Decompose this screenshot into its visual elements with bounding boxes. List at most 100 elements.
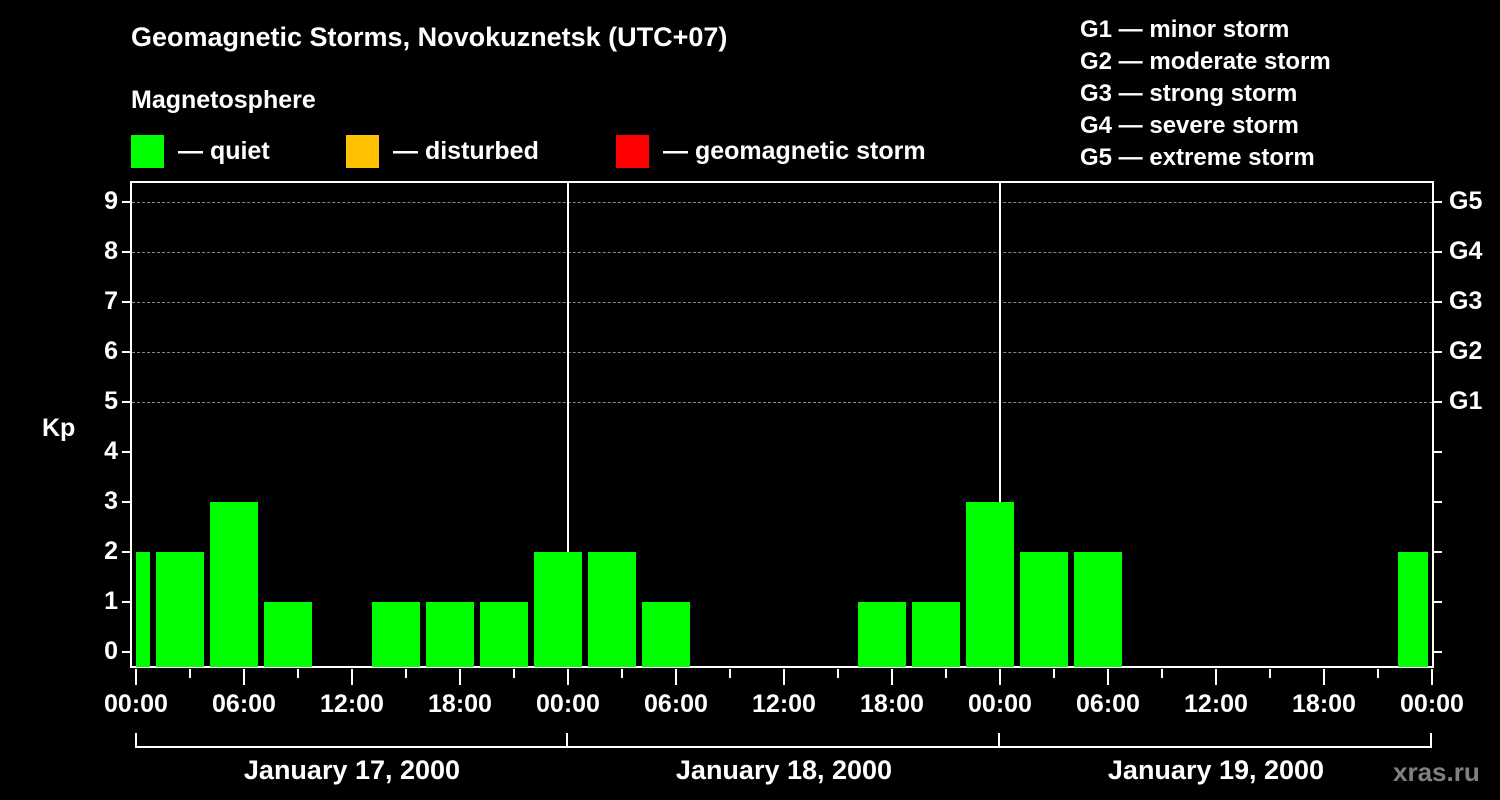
grid-line [132,202,1432,203]
x-tick [1107,669,1109,685]
y-tick [122,251,131,253]
y2-tick [1434,451,1442,453]
y-tick [122,651,131,653]
y2-tick [1434,651,1442,653]
kp-bar [588,552,636,667]
x-tick [297,669,299,678]
y-tick-label: 9 [104,187,118,215]
chart-title: Geomagnetic Storms, Novokuznetsk (UTC+07… [131,22,728,52]
legend-quiet: — quiet [131,134,270,168]
kp-bar [480,602,528,667]
x-tick [1215,669,1217,685]
x-tick [999,669,1001,685]
x-tick [945,669,947,678]
g-scale-legend: G1 — minor storm G2 — moderate storm G3 … [1080,14,1331,174]
kp-bar [372,602,420,667]
x-tick-label: 18:00 [860,690,924,718]
g-axis-label: G5 [1449,187,1483,215]
y2-tick [1434,501,1442,503]
y-tick [122,301,131,303]
kp-bar [210,502,258,667]
x-tick-label: 06:00 [212,690,276,718]
y-tick-label: 2 [104,537,118,565]
kp-bar [264,602,312,667]
y-tick-label: 1 [104,587,118,615]
date-bracket [135,746,1432,748]
date-label: January 19, 2000 [1107,755,1325,785]
kp-bar [136,552,150,667]
grid-line [132,352,1432,353]
date-label: January 17, 2000 [243,755,461,785]
y-tick-label: 6 [104,337,118,365]
g-legend-item: G1 — minor storm [1080,16,1290,43]
y-tick [122,601,131,603]
y-tick-label: 0 [104,637,118,665]
date-bracket-tick [998,733,1000,748]
x-tick-label: 18:00 [428,690,492,718]
legend-label: — quiet [178,136,270,165]
x-tick-label: 12:00 [752,690,816,718]
y2-tick [1434,551,1442,553]
kp-bar [1398,552,1428,667]
x-tick [513,669,515,678]
date-bracket-tick [135,733,137,748]
grid-line [132,252,1432,253]
y2-tick [1434,301,1442,303]
x-tick [189,669,191,678]
x-tick [351,669,353,685]
date-label: January 18, 2000 [675,755,893,785]
g-axis-label: G3 [1449,287,1483,315]
y-tick [122,201,131,203]
x-tick [675,669,677,685]
x-tick-label: 06:00 [1076,690,1140,718]
x-tick-label: 06:00 [644,690,708,718]
x-tick-label: 00:00 [1400,690,1464,718]
kp-bar [642,602,690,667]
y-tick [122,351,131,353]
swatch-storm [616,134,649,168]
x-tick [1161,669,1163,678]
watermark: xras.ru [1393,757,1480,787]
grid-line [132,302,1432,303]
y2-tick [1434,251,1442,253]
y-tick [122,401,131,403]
kp-bar [534,552,582,667]
date-bracket-tick [566,733,568,748]
x-tick [243,669,245,685]
x-tick [1431,669,1433,685]
x-tick-label: 00:00 [536,690,600,718]
day-separator [567,183,569,666]
kp-bar [156,552,204,667]
y-tick-label: 8 [104,237,118,265]
x-tick [621,669,623,678]
x-tick-label: 12:00 [1184,690,1248,718]
x-tick [1053,669,1055,678]
x-tick [891,669,893,685]
swatch-quiet [131,134,164,168]
plot-area [130,181,1434,668]
swatch-disturbed [346,134,379,168]
kp-bar [966,502,1014,667]
x-tick [567,669,569,685]
kp-bar [1020,552,1068,667]
y-tick-label: 7 [104,287,118,315]
y-tick [122,551,131,553]
x-tick [459,669,461,685]
x-tick-label: 12:00 [320,690,384,718]
kp-bar [1074,552,1122,667]
chart-subtitle: Magnetosphere [131,86,316,114]
y-tick [122,451,131,453]
y-tick [122,501,131,503]
x-tick [783,669,785,685]
x-tick [135,669,137,685]
x-tick [837,669,839,678]
y-tick-label: 5 [104,387,118,415]
y-axis-label: Kp [42,414,76,442]
y-tick-label: 4 [104,437,118,465]
g-legend-item: G4 — severe storm [1080,112,1299,139]
day-separator [999,183,1001,666]
g-legend-item: G5 — extreme storm [1080,144,1315,171]
g-legend-item: G3 — strong storm [1080,80,1298,107]
kp-bar [426,602,474,667]
g-axis-label: G2 [1449,337,1483,365]
